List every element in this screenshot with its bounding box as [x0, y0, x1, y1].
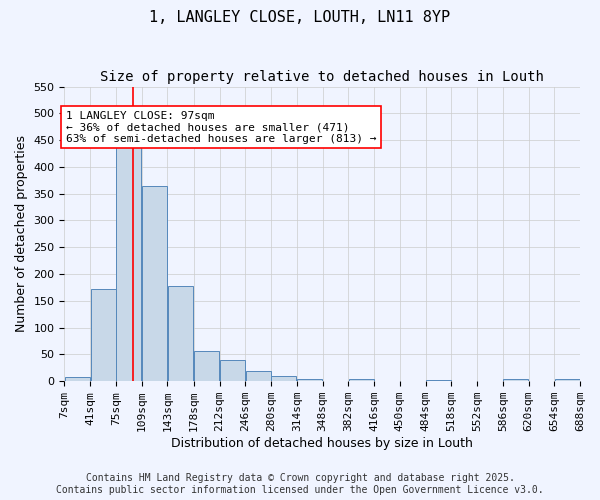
Bar [246, 370, 271, 381]
Title: Size of property relative to detached houses in Louth: Size of property relative to detached ho… [100, 70, 544, 84]
Bar [91, 289, 116, 381]
X-axis label: Distribution of detached houses by size in Louth: Distribution of detached houses by size … [171, 437, 473, 450]
Bar [426, 380, 451, 381]
Bar [142, 186, 167, 381]
Text: 1, LANGLEY CLOSE, LOUTH, LN11 8YP: 1, LANGLEY CLOSE, LOUTH, LN11 8YP [149, 10, 451, 25]
Bar [349, 379, 374, 381]
Bar [297, 378, 322, 381]
Text: Contains HM Land Registry data © Crown copyright and database right 2025.
Contai: Contains HM Land Registry data © Crown c… [56, 474, 544, 495]
Bar [220, 360, 245, 381]
Bar [168, 286, 193, 381]
Text: 1 LANGLEY CLOSE: 97sqm
← 36% of detached houses are smaller (471)
63% of semi-de: 1 LANGLEY CLOSE: 97sqm ← 36% of detached… [66, 110, 376, 144]
Bar [503, 379, 528, 381]
Bar [116, 145, 141, 381]
Y-axis label: Number of detached properties: Number of detached properties [15, 136, 28, 332]
Bar [65, 377, 90, 381]
Bar [271, 376, 296, 381]
Bar [554, 379, 580, 381]
Bar [194, 350, 219, 381]
